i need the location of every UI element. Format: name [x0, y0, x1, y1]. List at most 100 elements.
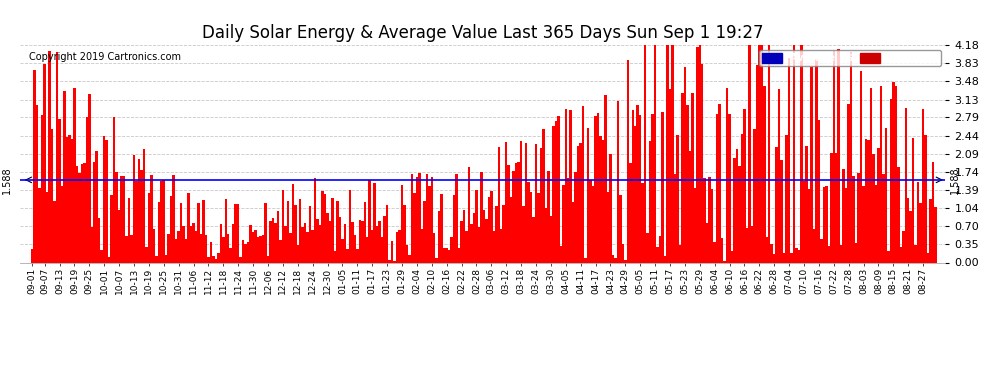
Bar — [187, 194, 190, 262]
Bar — [648, 141, 651, 262]
Bar — [644, 45, 646, 262]
Bar — [200, 234, 202, 262]
Bar — [58, 119, 60, 262]
Bar — [411, 174, 413, 262]
Bar — [719, 104, 721, 262]
Bar — [190, 225, 192, 262]
Bar — [254, 230, 256, 262]
Bar — [431, 177, 433, 262]
Bar — [44, 64, 46, 262]
Bar — [406, 245, 408, 262]
Bar — [483, 210, 485, 262]
Bar — [538, 194, 540, 262]
Bar — [85, 117, 88, 262]
Bar — [880, 86, 882, 262]
Bar — [148, 193, 150, 262]
Bar — [93, 162, 95, 262]
Bar — [339, 217, 342, 262]
Bar — [279, 240, 281, 262]
Bar — [356, 249, 358, 262]
Bar — [296, 245, 299, 262]
Bar — [266, 256, 269, 262]
Bar — [53, 201, 55, 262]
Bar — [696, 47, 699, 262]
Bar — [309, 206, 312, 262]
Bar — [276, 211, 279, 262]
Bar — [905, 108, 907, 262]
Bar — [935, 207, 937, 262]
Bar — [604, 95, 607, 262]
Bar — [36, 105, 39, 262]
Bar — [39, 188, 41, 262]
Bar — [281, 190, 284, 262]
Bar — [418, 173, 421, 262]
Bar — [160, 181, 162, 262]
Bar — [98, 218, 100, 262]
Bar — [763, 87, 765, 262]
Bar — [617, 101, 619, 262]
Bar — [619, 195, 622, 262]
Bar — [671, 45, 674, 262]
Bar — [128, 198, 131, 262]
Bar — [885, 128, 887, 262]
Bar — [342, 239, 344, 262]
Bar — [403, 205, 406, 262]
Bar — [205, 235, 207, 262]
Bar — [332, 198, 334, 262]
Bar — [922, 109, 925, 262]
Bar — [294, 204, 296, 262]
Bar — [121, 176, 123, 262]
Bar — [795, 248, 798, 262]
Bar — [314, 178, 317, 262]
Bar — [455, 174, 457, 262]
Bar — [172, 175, 175, 262]
Bar — [133, 155, 136, 262]
Bar — [579, 143, 582, 262]
Bar — [447, 251, 450, 262]
Bar — [917, 182, 920, 262]
Bar — [510, 196, 513, 262]
Text: 1.588: 1.588 — [2, 166, 12, 194]
Bar — [480, 172, 483, 262]
Bar — [523, 206, 525, 262]
Bar — [175, 239, 177, 262]
Bar — [152, 229, 155, 262]
Bar — [63, 92, 65, 262]
Bar — [31, 249, 34, 262]
Text: Copyright 2019 Cartronics.com: Copyright 2019 Cartronics.com — [29, 51, 181, 62]
Bar — [475, 190, 477, 262]
Bar — [391, 241, 393, 262]
Bar — [875, 185, 877, 262]
Bar — [60, 186, 63, 262]
Bar — [503, 205, 505, 262]
Bar — [530, 192, 533, 262]
Bar — [495, 206, 498, 262]
Bar — [396, 232, 398, 262]
Bar — [150, 174, 152, 262]
Bar — [844, 189, 847, 262]
Bar — [932, 162, 935, 262]
Bar — [182, 226, 185, 262]
Bar — [299, 200, 302, 262]
Bar — [533, 217, 535, 262]
Bar — [825, 186, 828, 262]
Bar — [170, 196, 172, 262]
Bar — [582, 106, 584, 262]
Bar — [572, 202, 574, 262]
Bar — [438, 211, 441, 262]
Bar — [686, 105, 689, 262]
Bar — [322, 190, 324, 262]
Bar — [773, 255, 775, 262]
Bar — [68, 135, 70, 262]
Bar — [498, 147, 500, 262]
Bar — [656, 247, 658, 262]
Bar — [138, 159, 141, 262]
Bar — [765, 237, 768, 262]
Bar — [368, 180, 371, 262]
Bar — [353, 235, 356, 262]
Bar — [778, 89, 780, 262]
Bar — [882, 174, 885, 262]
Bar — [450, 237, 452, 262]
Bar — [574, 172, 577, 262]
Bar — [634, 126, 637, 262]
